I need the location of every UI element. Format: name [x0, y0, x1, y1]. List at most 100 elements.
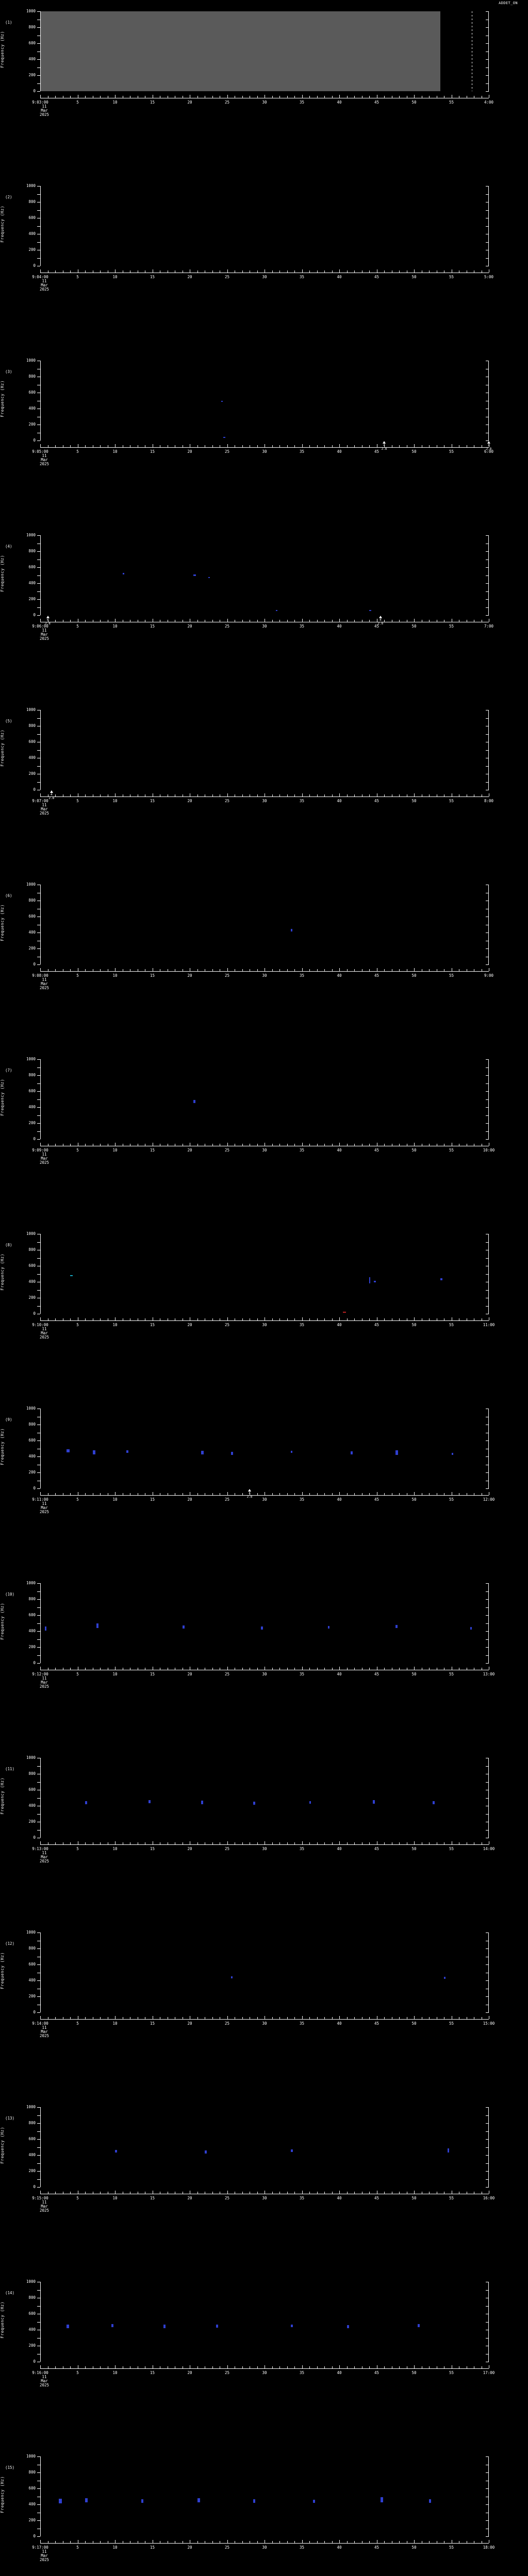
x-tick [429, 1842, 430, 1844]
y-axis-title: Frequency (Hz) [0, 730, 5, 767]
plot-area[interactable] [40, 1933, 489, 2012]
y-tick: 800 [28, 25, 40, 29]
y-tick [37, 1099, 40, 1100]
y-axis-left [40, 535, 41, 615]
y-tick-label: 400 [28, 1454, 36, 1459]
x-tick-label: 55 [449, 100, 454, 105]
plot-area[interactable] [40, 186, 489, 266]
x-tick [384, 96, 385, 98]
x-tick [279, 969, 280, 971]
plot-area[interactable] [40, 11, 489, 91]
x-tick [317, 794, 318, 796]
y-axis-left [40, 1059, 41, 1139]
x-tick [197, 1493, 198, 1495]
y-tick: 600 [28, 1962, 40, 1966]
y-tick-label: 400 [28, 1105, 36, 1109]
y-tick-right [486, 11, 489, 12]
x-tick-label: 40 [337, 1323, 342, 1327]
y-tick-label: 0 [33, 89, 36, 93]
x-tick [414, 2191, 415, 2194]
y-tick-right [486, 2123, 489, 2124]
x-tick-label: 45 [374, 2370, 380, 2375]
x-tick [354, 2366, 355, 2368]
x-tick-group [40, 2016, 489, 2019]
plot-area[interactable] [40, 1583, 489, 1663]
x-tick-label-group: 9:04:00 5 10 15 20 25 30 35 40 45 50 55 5:00 [0, 275, 528, 281]
x-tick-group [40, 269, 489, 273]
x-axis-end-label: 7:00 [484, 624, 494, 629]
x-tick-group [40, 1317, 489, 1320]
detection-mark [395, 1625, 398, 1629]
x-tick [272, 2366, 273, 2368]
y-tick-label: 400 [28, 57, 36, 61]
x-tick [384, 445, 385, 447]
x-tick-group [40, 444, 489, 447]
y-tick [37, 1623, 40, 1624]
x-tick [369, 1668, 370, 1670]
x-tick-label: 25 [224, 2021, 230, 2026]
x-tick [346, 96, 348, 98]
x-axis-line [40, 2543, 489, 2544]
x-tick-label: 55 [449, 799, 454, 803]
no-data-block [40, 11, 440, 91]
plot-area[interactable] [40, 2456, 489, 2536]
y-axis-left [40, 2107, 41, 2187]
x-tick [324, 2192, 325, 2194]
x-tick [324, 2017, 325, 2019]
x-tick-label: 30 [262, 2021, 267, 2026]
x-tick [369, 2192, 370, 2194]
x-tick [85, 1842, 86, 1844]
detection-mark [451, 1453, 453, 1455]
detection-mark [275, 609, 277, 611]
detection-mark [313, 2499, 316, 2503]
plot-area[interactable] [40, 535, 489, 615]
panel-index-label: (9) [5, 1417, 12, 1422]
x-tick [354, 620, 355, 622]
y-tick-group: 1000 800 600 400 200 0 [26, 1756, 40, 1839]
plot-area[interactable] [40, 1758, 489, 1838]
x-tick-label: 5 [76, 1323, 79, 1327]
plot-area[interactable] [40, 2107, 489, 2187]
y-tick-label: 200 [28, 422, 36, 427]
x-tick-label: 20 [187, 799, 192, 803]
x-tick-label: 45 [374, 275, 380, 279]
x-tick [324, 2366, 325, 2368]
x-tick [272, 1668, 273, 1670]
panel-index-label: (6) [5, 893, 12, 898]
x-axis-date-label: 11 Mar 2025 [39, 104, 50, 117]
x-tick [339, 1143, 340, 1146]
y-tick-label: 600 [28, 1089, 36, 1093]
y-tick-right [486, 186, 489, 187]
y-tick-label: 400 [28, 1978, 36, 1982]
x-tick [55, 969, 56, 971]
plot-area[interactable] [40, 1059, 489, 1139]
y-tick [37, 607, 40, 608]
x-tick-label: 5 [76, 624, 79, 629]
plot-area[interactable] [40, 1234, 489, 1314]
panel-index-label: (1) [5, 20, 12, 25]
y-tick-label: 800 [28, 1247, 36, 1252]
x-tick-label: 20 [187, 2021, 192, 2026]
y-tick-label: 200 [28, 2518, 36, 2522]
plot-area[interactable] [40, 361, 489, 440]
plot-area[interactable] [40, 1409, 489, 1488]
x-tick [55, 794, 56, 796]
x-tick-label: 55 [449, 1497, 454, 1502]
x-tick [346, 2366, 348, 2368]
plot-area[interactable] [40, 885, 489, 964]
plot-area[interactable] [40, 2282, 489, 2362]
x-tick [399, 1144, 400, 1146]
x-tick [346, 1318, 348, 1320]
detection-mark [440, 1278, 442, 1281]
x-tick-label: 40 [337, 449, 342, 454]
x-tick [384, 620, 385, 622]
x-tick-label: 30 [262, 1672, 267, 1676]
x-tick-label: 45 [374, 2196, 380, 2200]
y-tick-right [486, 1099, 489, 1100]
y-tick-label: 800 [28, 2295, 36, 2300]
y-tick: 800 [28, 2470, 40, 2474]
y-tick: 0 [33, 962, 40, 966]
x-tick [384, 1318, 385, 1320]
x-tick [197, 794, 198, 796]
plot-area[interactable] [40, 710, 489, 790]
